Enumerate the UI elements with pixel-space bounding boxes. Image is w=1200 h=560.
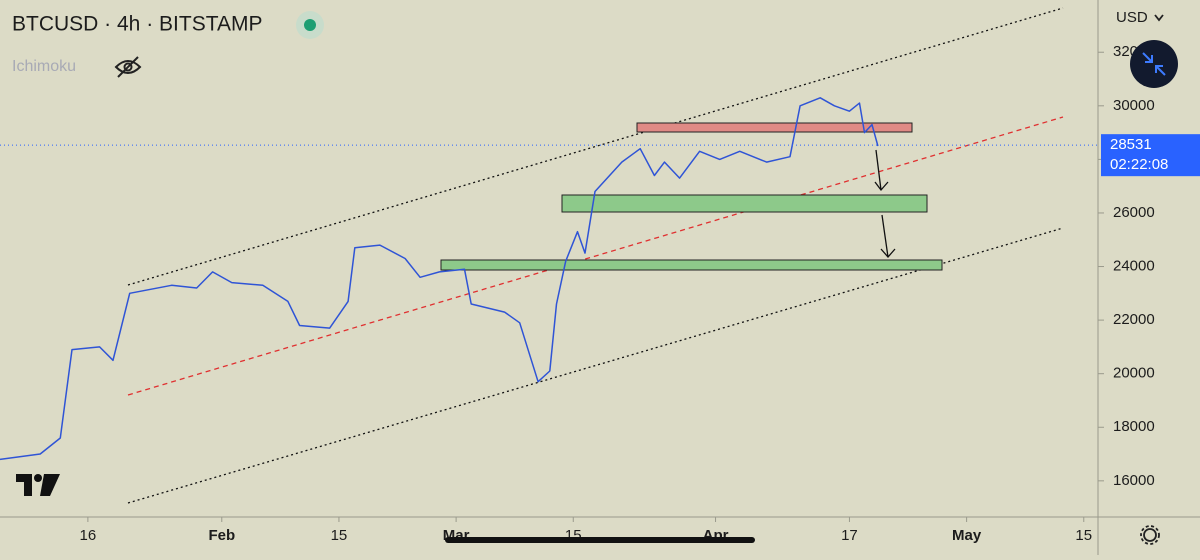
last-price-box — [1101, 134, 1200, 177]
home-indicator — [445, 537, 755, 543]
settings-icon[interactable] — [1140, 525, 1160, 545]
y-tick-label: 22000 — [1113, 311, 1155, 328]
y-tick-label: 24000 — [1113, 258, 1155, 275]
axes: 1600018000200002200024000260002800030000… — [80, 43, 1200, 544]
resistance-zone — [636, 122, 913, 133]
currency[interactable]: USD — [1116, 9, 1148, 26]
arrow — [880, 214, 896, 258]
y-tick-label: 16000 — [1113, 472, 1155, 489]
last-price: 28531 — [1110, 136, 1152, 153]
y-tick-label: 20000 — [1113, 365, 1155, 382]
x-tick-label: May — [952, 527, 982, 544]
collapse-icon — [1142, 52, 1166, 76]
x-tick-label: 15 — [1075, 527, 1092, 544]
y-tick-label: 26000 — [1113, 204, 1155, 221]
tv-logo — [16, 474, 60, 496]
chevron — [1154, 14, 1164, 22]
x-tick-label: Feb — [208, 527, 235, 544]
channel-mid — [127, 116, 1064, 396]
countdown: 02:22:08 — [1110, 156, 1168, 173]
x-tick-label: 17 — [841, 527, 858, 544]
plot — [0, 97, 1098, 461]
x-tick-label: 16 — [80, 527, 97, 544]
status-dot — [304, 19, 316, 31]
y-tick-label: 18000 — [1113, 418, 1155, 435]
symbol: BTCUSD · 4h · BITSTAMP — [12, 13, 262, 36]
y-tick-label: 30000 — [1113, 97, 1155, 114]
hide-icon[interactable] — [114, 56, 142, 78]
support-zone — [440, 259, 943, 271]
collapse-button[interactable] — [1130, 40, 1178, 88]
support-zone — [561, 194, 928, 213]
x-tick-label: 15 — [331, 527, 348, 544]
price-line — [0, 97, 879, 461]
arrow — [874, 149, 889, 192]
indicator: Ichimoku — [12, 58, 76, 75]
